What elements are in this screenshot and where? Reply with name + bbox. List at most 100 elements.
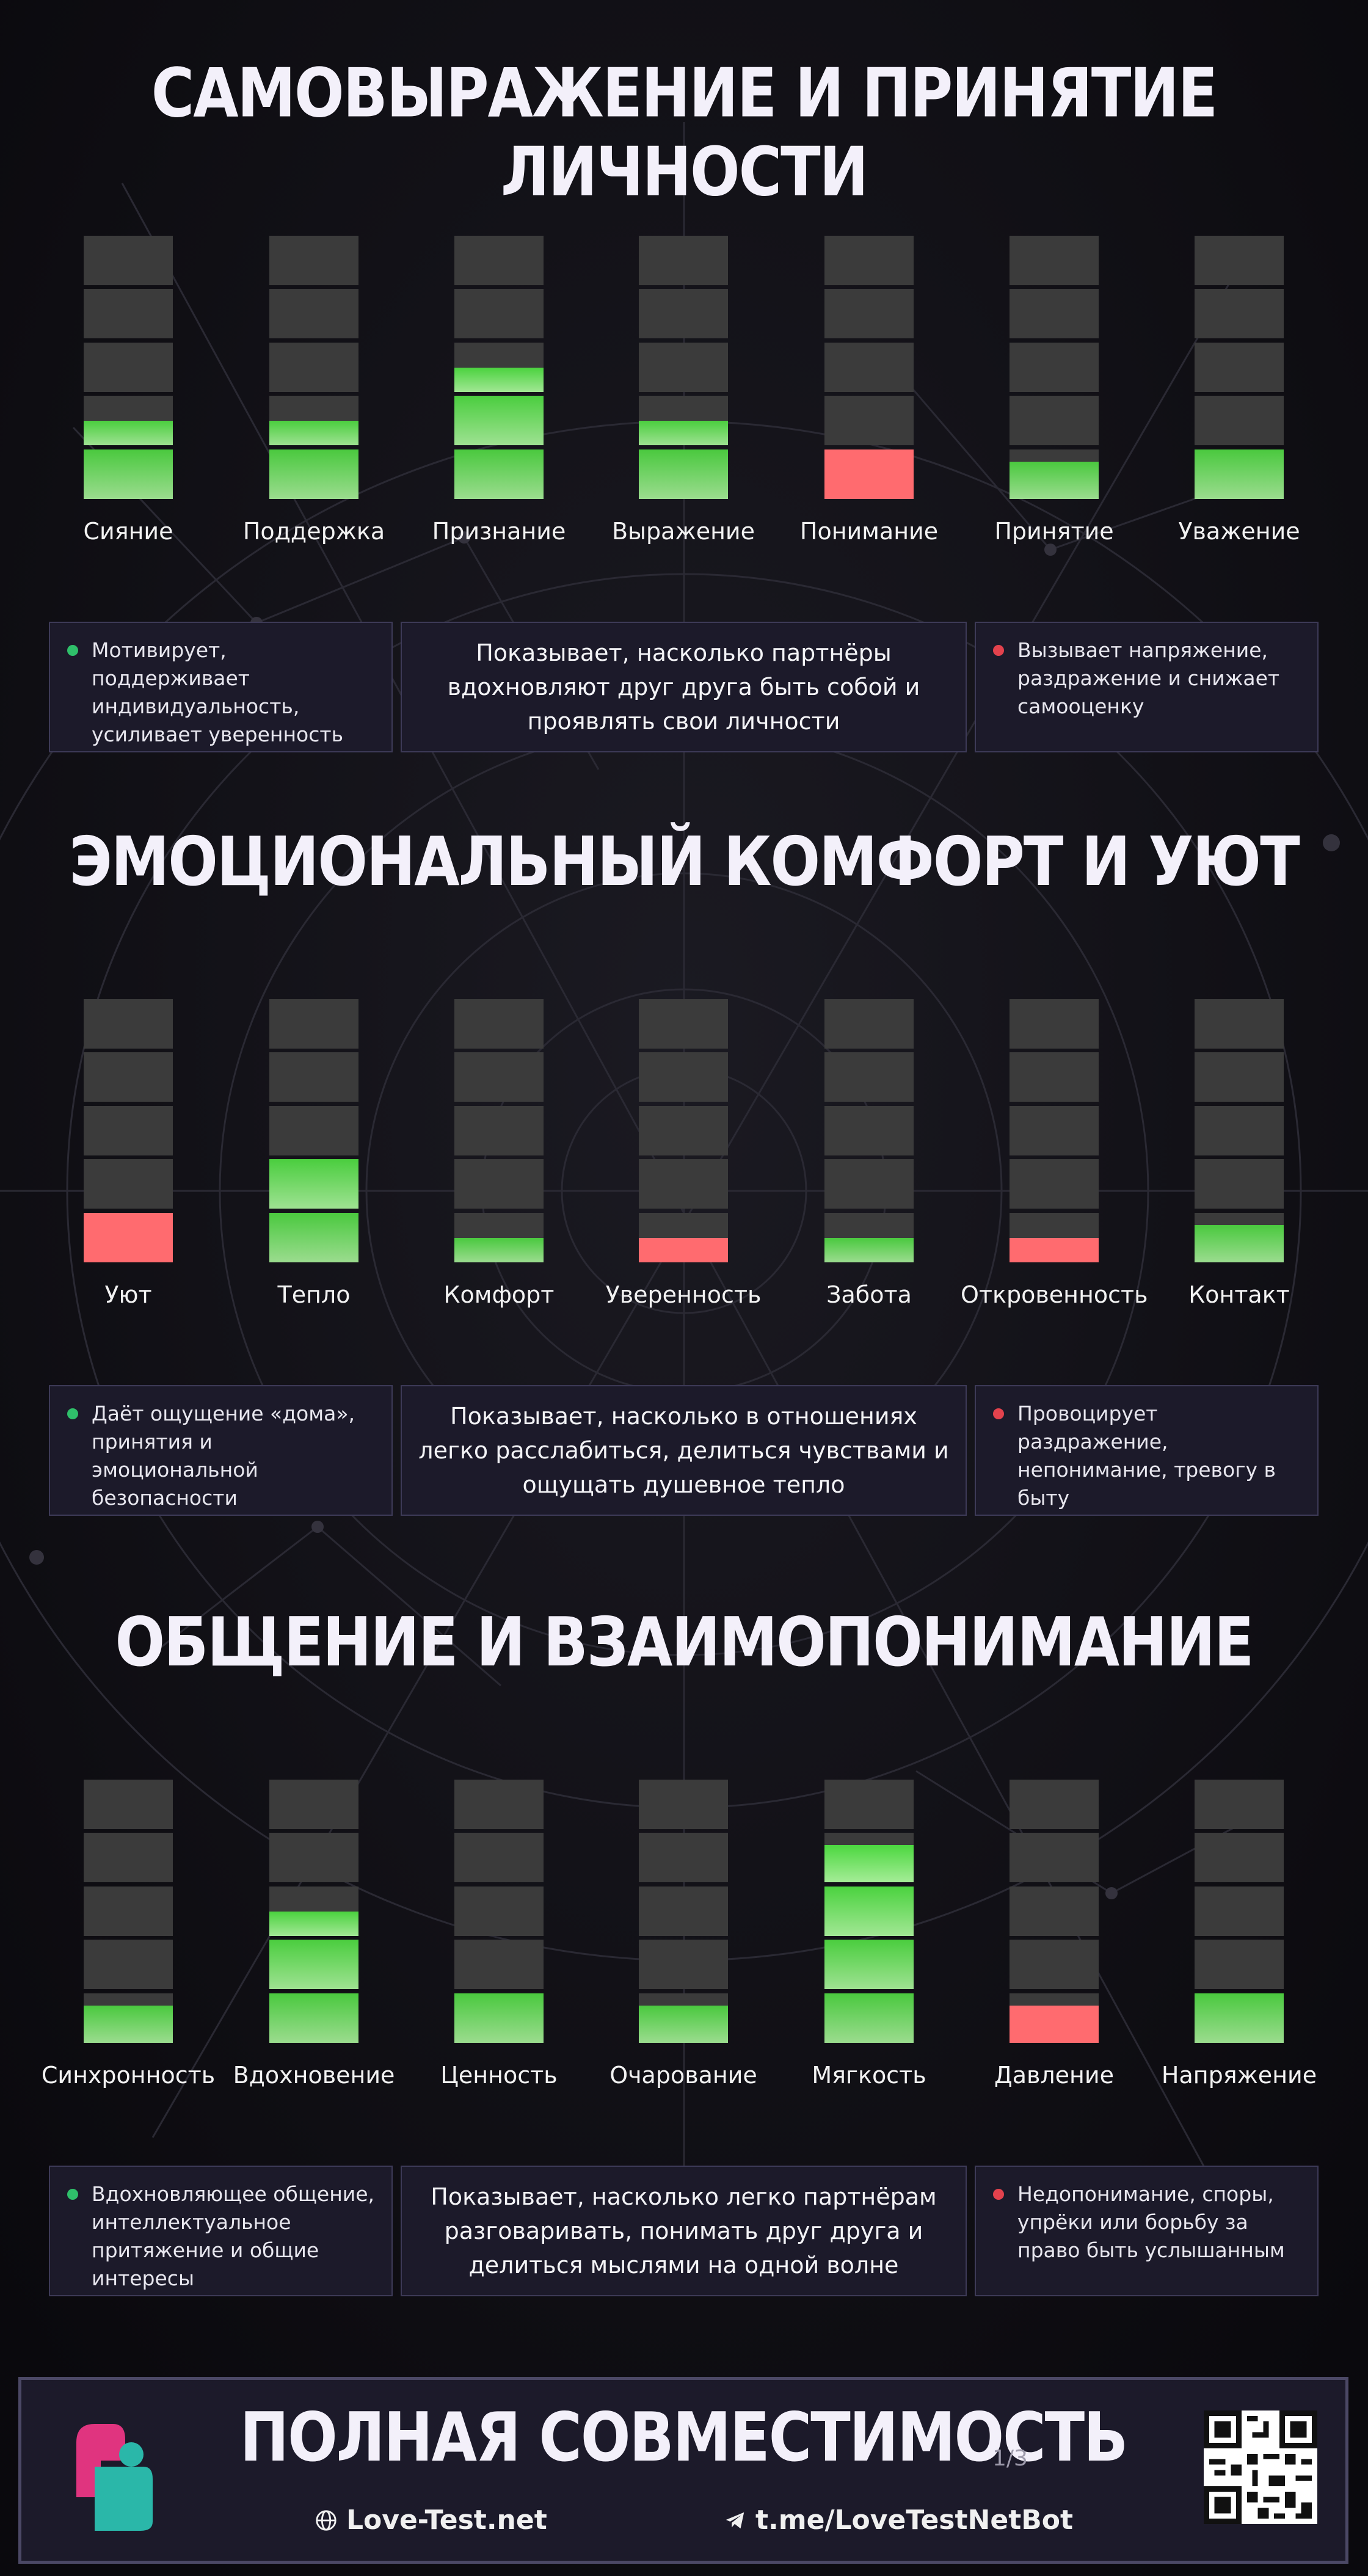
- bar-segment: [84, 1993, 173, 2043]
- bar-label-напряжение: Напряжение: [1161, 2062, 1317, 2089]
- negative-effect-box: Вызывает напряжение, раздражение и снижа…: [975, 622, 1319, 752]
- bar-label-принятие: Принятие: [994, 518, 1114, 545]
- bar-segment: [824, 1106, 914, 1155]
- bar-segment: [1010, 1833, 1099, 1882]
- bar-segment: [84, 1052, 173, 1102]
- bar-segment: [1010, 1213, 1099, 1262]
- qr-code[interactable]: [1204, 2410, 1317, 2524]
- bar-fill: [84, 1213, 173, 1262]
- telegram-icon: [726, 2512, 744, 2528]
- negative-effect-box-text: Недопонимание, споры, упрёки или борьбу …: [1017, 2182, 1285, 2262]
- bar-segment: [639, 396, 728, 445]
- bar-label-синхронность: Синхронность: [41, 2062, 216, 2089]
- bar-segment: [454, 1833, 544, 1882]
- bar-1: [84, 236, 173, 500]
- bar-segment: [454, 1993, 544, 2043]
- bar-segment: [1010, 999, 1099, 1049]
- bar-segment: [824, 1940, 914, 1989]
- bar-segment: [84, 1887, 173, 1936]
- bar-segment: [84, 1940, 173, 1989]
- bar-label-понимание: Понимание: [799, 518, 939, 545]
- bar-fill: [1010, 2006, 1099, 2043]
- bar-segment: [269, 1052, 358, 1102]
- bar-segment: [1010, 343, 1099, 392]
- bar-segment: [269, 289, 358, 338]
- bar-fill: [454, 396, 544, 445]
- bar-segment: [269, 999, 358, 1049]
- bar-segment: [639, 1106, 728, 1155]
- bar-fill: [639, 2006, 728, 2043]
- bar-segment: [1010, 449, 1099, 499]
- positive-dot-icon: [67, 2189, 78, 2200]
- bar-label-признание: Признание: [432, 518, 566, 545]
- positive-effect-box: Вдохновляющее общение, интеллектуальное …: [49, 2166, 393, 2296]
- site-link[interactable]: Love-Test.net: [315, 2505, 547, 2536]
- bar-segment: [1195, 1887, 1284, 1936]
- section-title: САМОВЫРАЖЕНИЕ И ПРИНЯТИЕ ЛИЧНОСТИ: [151, 54, 1218, 211]
- bar-fill: [269, 1993, 358, 2043]
- bar-fill: [454, 449, 544, 499]
- bar-segment: [84, 289, 173, 338]
- bar-segment: [639, 1780, 728, 1829]
- bar-fill: [84, 449, 173, 499]
- bar-label-тепло: Тепло: [277, 1281, 351, 1308]
- bar-segment: [454, 1780, 544, 1829]
- bar-segment: [454, 1106, 544, 1155]
- bar-segment: [1010, 1052, 1099, 1102]
- bar-segment: [84, 999, 173, 1049]
- bar-segment: [84, 1780, 173, 1829]
- bar-1: [84, 999, 173, 1263]
- bar-segment: [454, 1213, 544, 1262]
- negative-effect-box-text: Вызывает напряжение, раздражение и снижа…: [1017, 638, 1280, 718]
- bar-segment: [1195, 1159, 1284, 1209]
- bar-segment: [1010, 1159, 1099, 1209]
- bar-2: [269, 236, 358, 500]
- bar-segment: [1010, 1887, 1099, 1936]
- bar-fill: [1195, 1225, 1284, 1262]
- bar-segment: [639, 1052, 728, 1102]
- bar-7: [1195, 1780, 1284, 2043]
- bar-segment: [1010, 236, 1099, 285]
- bar-5: [824, 236, 914, 500]
- bar-fill: [824, 449, 914, 499]
- bar-fill: [1195, 1993, 1284, 2043]
- bar-segment: [454, 1052, 544, 1102]
- globe-icon: [316, 2509, 337, 2531]
- bar-segment: [269, 1940, 358, 1989]
- bar-label-уверенность: Уверенность: [605, 1281, 762, 1308]
- bar-segment: [454, 1159, 544, 1209]
- bar-segment: [639, 343, 728, 392]
- bar-fill: [639, 420, 728, 445]
- bar-segment: [84, 1106, 173, 1155]
- bar-segment: [1195, 289, 1284, 338]
- positive-dot-icon: [67, 645, 78, 656]
- bar-label-выражение: Выражение: [611, 518, 755, 545]
- bar-fill: [84, 2006, 173, 2043]
- bar-fill: [1195, 449, 1284, 499]
- bar-segment: [454, 396, 544, 445]
- bar-segment: [639, 289, 728, 338]
- bar-fill: [824, 1237, 914, 1262]
- bar-6: [1010, 236, 1099, 500]
- bar-segment: [269, 396, 358, 445]
- bar-segment: [1010, 1940, 1099, 1989]
- footer-title: ПОЛНАЯ СОВМЕСТИМОСТЬ: [239, 2398, 1129, 2477]
- page-number: 1/3: [992, 2446, 1028, 2471]
- section-title: ЭМОЦИОНАЛЬНЫЙ КОМФОРТ И УЮТ: [69, 822, 1300, 901]
- bar-segment: [1010, 1780, 1099, 1829]
- bar-segment: [1195, 1993, 1284, 2043]
- bar-segment: [1195, 999, 1284, 1049]
- bar-segment: [84, 1159, 173, 1209]
- bar-fill: [269, 1911, 358, 1936]
- bar-segment: [269, 1833, 358, 1882]
- site-link-text: Love-Test.net: [346, 2505, 547, 2536]
- bar-segment: [454, 999, 544, 1049]
- bar-segment: [1195, 1213, 1284, 1262]
- negative-dot-icon: [993, 645, 1004, 656]
- bot-link-text: t.me/LoveTestNetBot: [755, 2505, 1074, 2536]
- bar-segment: [269, 1159, 358, 1209]
- bar-segment: [1195, 236, 1284, 285]
- bot-link[interactable]: t.me/LoveTestNetBot: [724, 2505, 1073, 2536]
- bar-6: [1010, 1780, 1099, 2043]
